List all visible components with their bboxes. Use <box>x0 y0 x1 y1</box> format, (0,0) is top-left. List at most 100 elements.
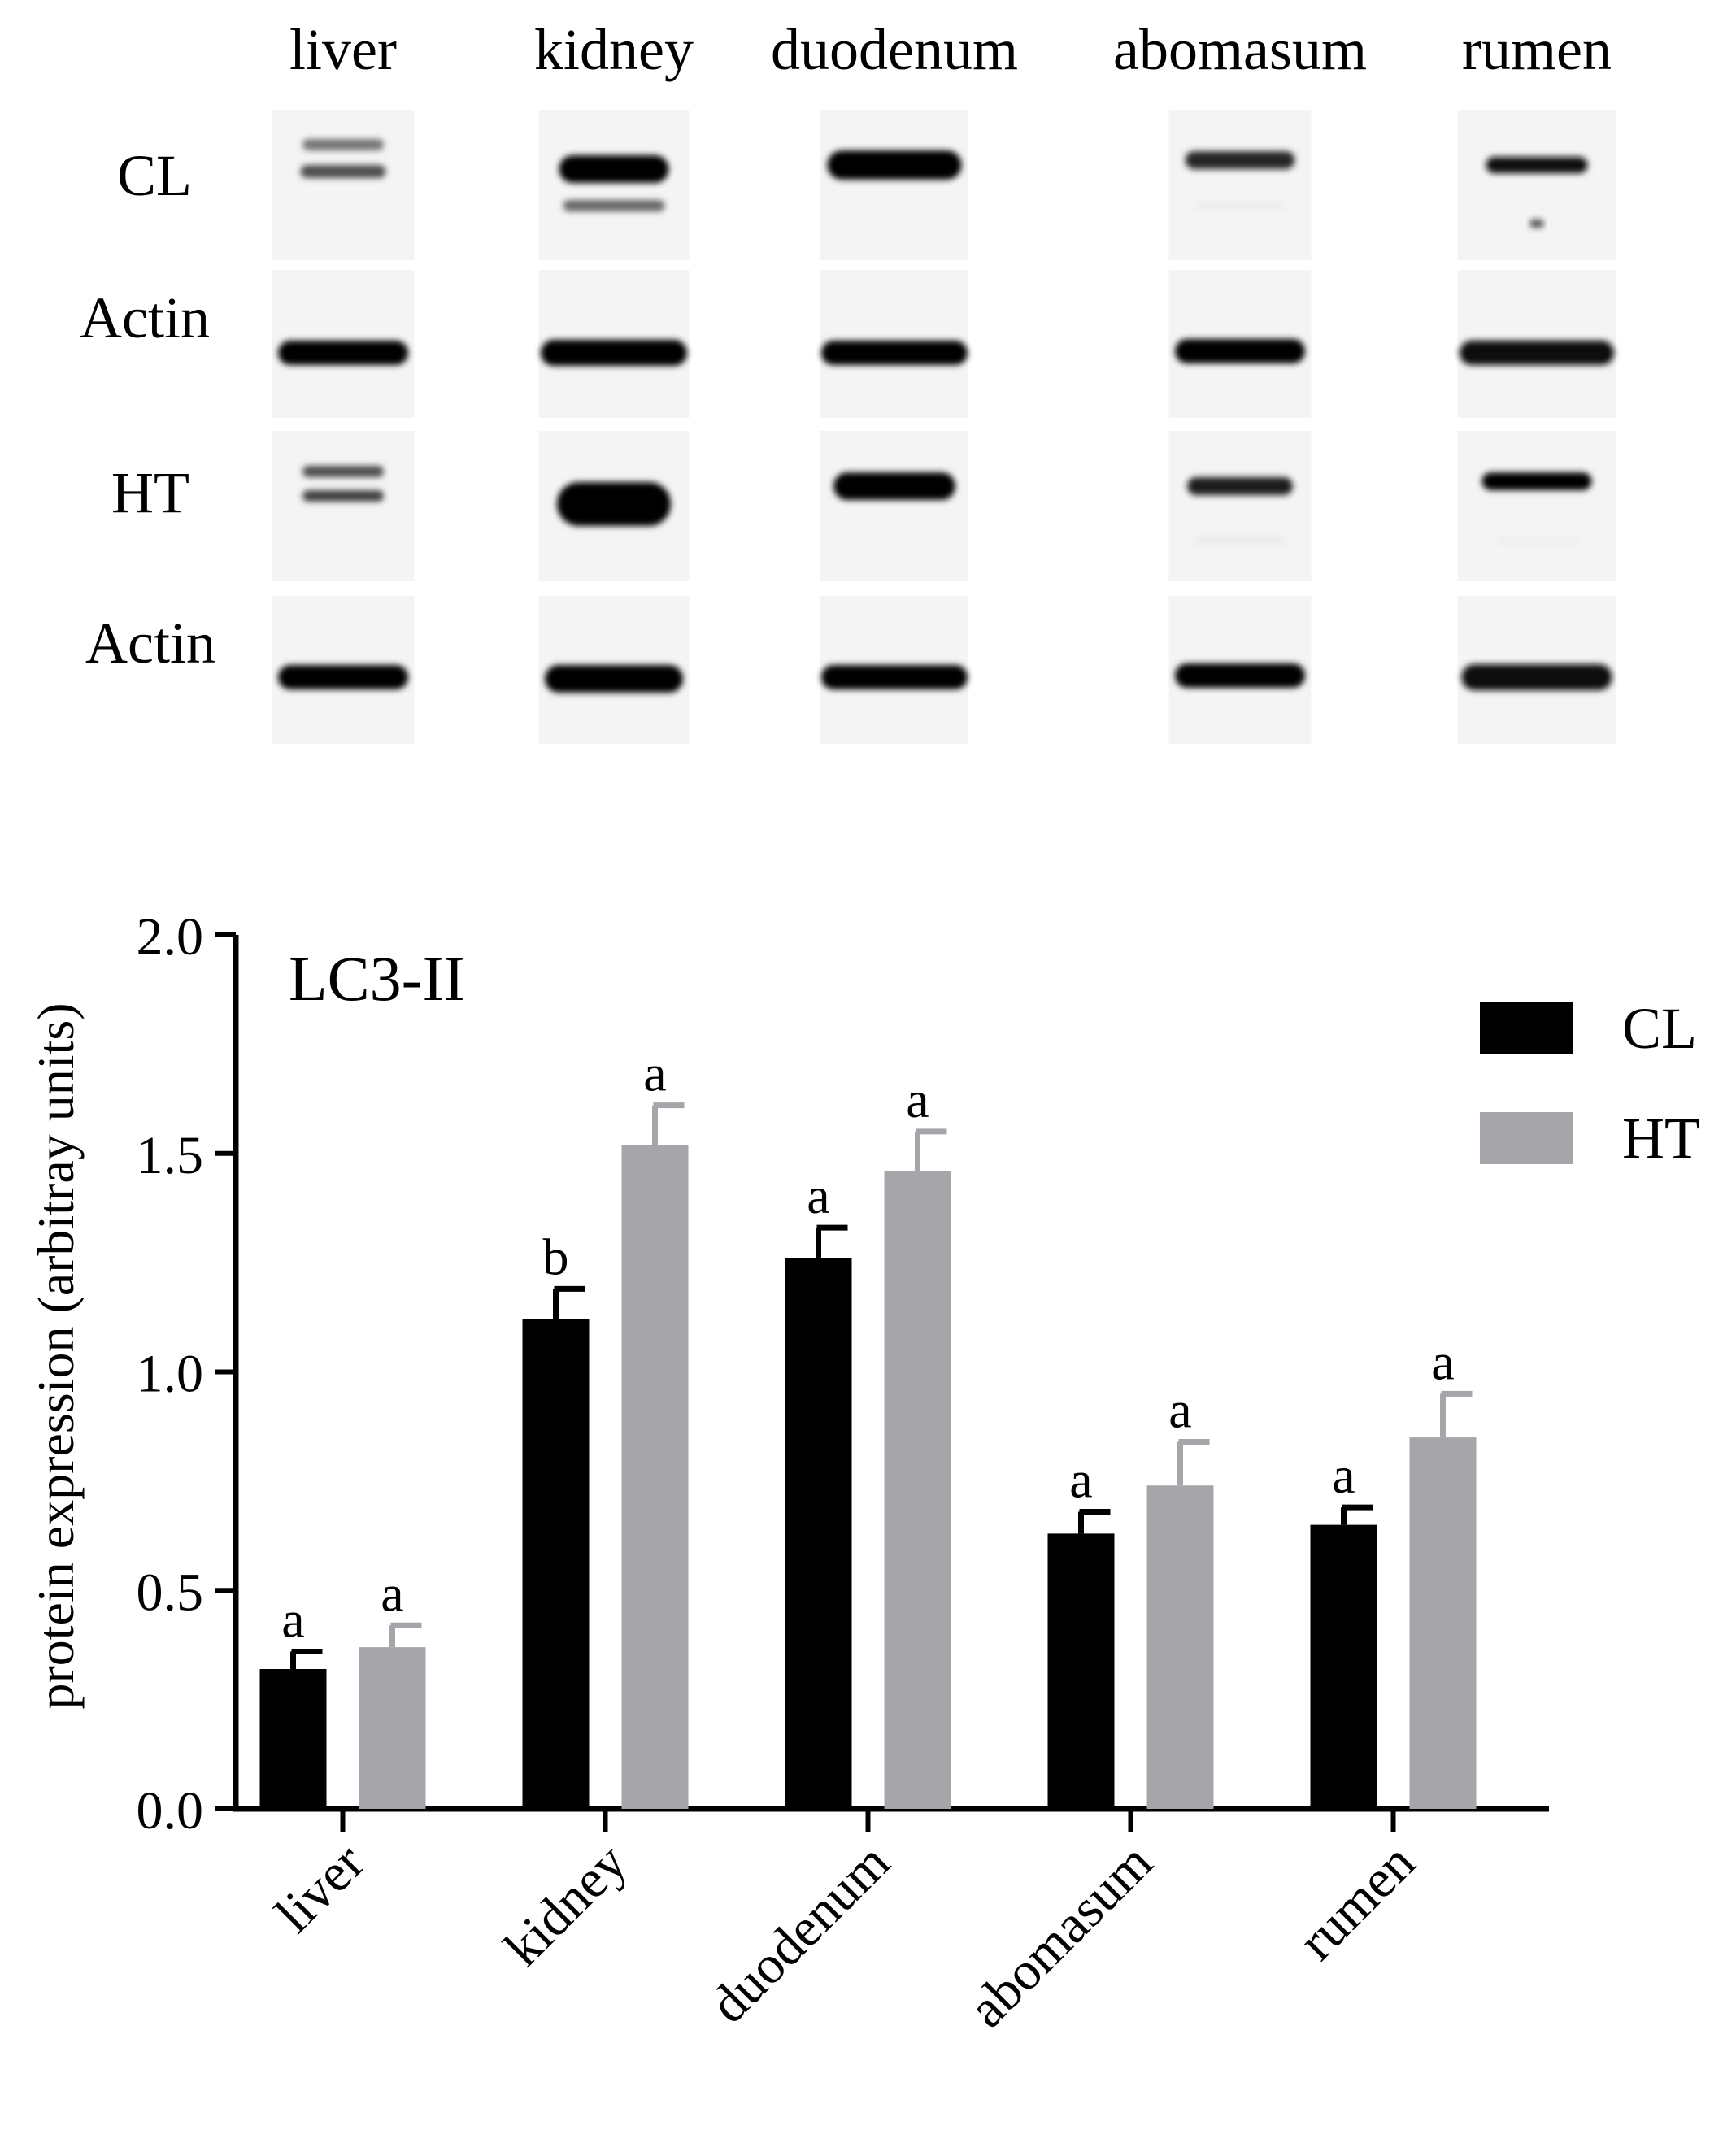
blot-band <box>302 466 384 477</box>
significance-letter: b <box>543 1228 569 1285</box>
bar-rect <box>1146 1485 1214 1809</box>
blot-band <box>300 165 386 178</box>
bar-ht-abomasum: a <box>1146 1381 1214 1809</box>
blot-band <box>557 482 671 526</box>
significance-letter: a <box>381 1564 403 1622</box>
y-axis: 0.0 0.5 1.0 1.5 2.0 <box>137 907 239 1841</box>
legend: CL HT <box>1480 996 1700 1171</box>
blot-panel-ht-ht-abomasum <box>1168 431 1312 581</box>
blot-panel-ht-ht-duodenum <box>820 431 968 581</box>
x-tick-label-abomasum: abomasum <box>957 1832 1164 2039</box>
blot-band <box>302 490 384 502</box>
bar-cl-abomasum: a <box>1047 1451 1115 1809</box>
significance-letter: a <box>281 1591 304 1649</box>
blot-band <box>1195 537 1285 544</box>
bar-chart: 0.0 0.5 1.0 1.5 2.0 liver kidney duodenum aboma… <box>27 907 1700 2039</box>
blot-panel-actin-ht-kidney <box>538 596 690 744</box>
bars: a a b a a a a a a a <box>259 1045 1477 1809</box>
blot-column-label-abomasum: abomasum <box>1113 17 1367 82</box>
bar-rect <box>259 1669 327 1809</box>
legend-label: CL <box>1622 996 1697 1061</box>
blot-panel-actin-ht-duodenum <box>820 596 968 744</box>
blot-column-label-duodenum: duodenum <box>771 17 1018 82</box>
x-axis: liver kidney duodenum abomasum rumen <box>233 1806 1549 2039</box>
blot-panel-cl-cl-abomasum <box>1168 110 1312 260</box>
y-tick-label: 0.0 <box>137 1781 204 1841</box>
bar-rect <box>522 1319 590 1809</box>
bar-ht-liver: a <box>359 1564 426 1809</box>
blot-band <box>833 472 955 500</box>
blot-column-label-liver: liver <box>289 17 397 82</box>
blot-row-label-actin: Actin <box>85 611 215 676</box>
blot-panel-ht-ht-kidney <box>538 431 690 581</box>
blot-band <box>1460 341 1614 365</box>
blot-band <box>278 665 408 689</box>
blot-panel-actin-cl-rumen <box>1457 270 1616 418</box>
blot-band <box>559 155 669 183</box>
western-blot-panel: liver kidney duodenum abomasum rumen CL Actin… <box>80 17 1616 744</box>
blot-panel-cl-cl-liver <box>272 110 415 260</box>
y-tick-label: 2.0 <box>137 907 204 967</box>
blot-band <box>1175 663 1305 688</box>
x-tick-label-kidney: kidney <box>493 1832 638 1978</box>
blot-band <box>545 665 683 693</box>
bar-rect <box>1310 1524 1377 1809</box>
blot-panel-ht-ht-liver <box>272 431 415 581</box>
bar-rect <box>1047 1533 1115 1809</box>
bar-rect <box>621 1145 689 1809</box>
blot-band <box>1496 538 1577 543</box>
y-tick-label: 1.5 <box>137 1126 204 1185</box>
blot-band <box>821 341 968 365</box>
bar-rect <box>359 1647 426 1809</box>
blot-band <box>1185 151 1295 169</box>
blot-band <box>821 665 968 689</box>
bar-rect <box>785 1258 852 1809</box>
bar-cl-rumen: a <box>1310 1446 1377 1809</box>
blot-panel-actin-cl-kidney <box>538 270 690 418</box>
significance-letter: a <box>1332 1446 1355 1504</box>
blot-panel-actin-cl-duodenum <box>820 270 968 418</box>
blot-band <box>278 341 408 365</box>
x-tick-label-liver: liver <box>264 1832 376 1944</box>
significance-letter: a <box>1168 1381 1191 1439</box>
blot-panel-actin-ht-liver <box>272 596 415 744</box>
significance-letter: a <box>1431 1332 1454 1390</box>
blot-panel-cl-cl-kidney <box>538 110 690 260</box>
blot-panel-actin-cl-liver <box>272 270 415 418</box>
legend-item-ht: HT <box>1480 1106 1700 1171</box>
bar-cl-kidney: b <box>522 1228 590 1809</box>
blot-panel-actin-cl-abomasum <box>1168 270 1312 418</box>
significance-letter: a <box>1069 1451 1092 1509</box>
significance-letter: a <box>807 1167 829 1224</box>
bar-ht-duodenum: a <box>884 1071 951 1809</box>
blot-band <box>827 150 962 180</box>
blot-panel-actin-ht-abomasum <box>1168 596 1312 744</box>
chart-title: LC3-II <box>289 943 465 1014</box>
blot-band <box>1187 477 1293 495</box>
bar-cl-duodenum: a <box>785 1167 852 1809</box>
legend-swatch <box>1480 1002 1573 1054</box>
bar-rect <box>1409 1437 1477 1809</box>
blot-band <box>302 139 384 150</box>
blot-column-label-rumen: rumen <box>1462 17 1612 82</box>
blot-row-label-actin: Actin <box>80 285 210 350</box>
legend-swatch <box>1480 1112 1573 1164</box>
blot-band <box>1486 157 1588 173</box>
blot-band <box>563 200 665 211</box>
y-tick-label: 0.5 <box>137 1563 204 1622</box>
bar-ht-kidney: a <box>621 1045 689 1809</box>
y-axis-label: protein expression (arbitray units) <box>27 1002 85 1709</box>
bar-ht-rumen: a <box>1409 1332 1477 1809</box>
blot-band <box>1481 472 1592 490</box>
x-tick-label-rumen: rumen <box>1287 1832 1426 1971</box>
bar-cl-liver: a <box>259 1591 327 1809</box>
blot-panel-ht-ht-rumen <box>1457 431 1616 581</box>
blot-panel-cl-cl-duodenum <box>820 110 968 260</box>
blot-column-label-kidney: kidney <box>534 17 694 82</box>
legend-label: HT <box>1622 1106 1700 1171</box>
significance-letter: a <box>643 1045 666 1102</box>
blot-band <box>1195 202 1285 209</box>
significance-letter: a <box>906 1071 929 1128</box>
blot-band <box>1461 664 1612 690</box>
blot-row-label-ht: HT <box>111 460 189 525</box>
